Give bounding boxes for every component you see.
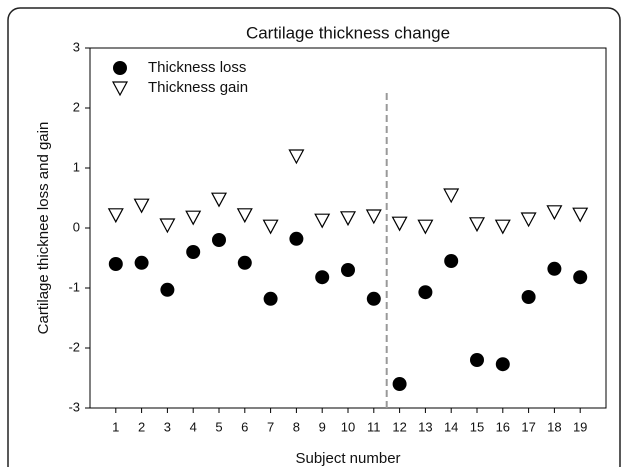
point xyxy=(418,285,433,300)
y-tick-label: -3 xyxy=(68,399,80,414)
point xyxy=(133,198,150,214)
point xyxy=(494,219,511,235)
x-tick-label: 8 xyxy=(293,419,300,434)
chart-title: Cartilage thickness change xyxy=(246,23,450,42)
x-tick-label: 17 xyxy=(521,419,535,434)
point xyxy=(289,231,304,246)
point xyxy=(210,192,228,208)
x-tick-label: 9 xyxy=(319,419,326,434)
point xyxy=(314,213,331,229)
point xyxy=(236,208,253,224)
point xyxy=(366,291,381,306)
point xyxy=(392,377,407,391)
y-tick-label: 0 xyxy=(73,219,80,234)
point xyxy=(547,261,562,276)
x-tick-label: 6 xyxy=(241,419,248,434)
point xyxy=(339,211,357,227)
legend-marker xyxy=(113,61,127,75)
x-tick-label: 7 xyxy=(267,419,274,434)
point xyxy=(288,149,305,165)
x-tick-label: 2 xyxy=(138,419,145,434)
point xyxy=(572,207,589,223)
point xyxy=(468,217,486,233)
x-tick-label: 12 xyxy=(392,419,406,434)
point xyxy=(391,216,408,232)
x-tick-label: 1 xyxy=(112,419,119,434)
point xyxy=(160,282,175,297)
y-tick-label: 2 xyxy=(73,99,80,114)
x-axis-label: Subject number xyxy=(295,450,400,467)
x-tick-label: 15 xyxy=(470,419,484,434)
point xyxy=(444,254,459,268)
point xyxy=(495,357,510,372)
legend-marker xyxy=(111,81,129,97)
point xyxy=(237,255,252,270)
point xyxy=(315,270,330,285)
legend-label: Thickness loss xyxy=(148,59,246,76)
point xyxy=(573,270,588,285)
x-tick-label: 19 xyxy=(573,419,587,434)
legend-label: Thickness gain xyxy=(148,79,248,96)
point xyxy=(186,245,201,259)
point xyxy=(443,188,460,204)
point xyxy=(263,291,278,306)
frame xyxy=(7,7,621,467)
point xyxy=(417,219,434,235)
point xyxy=(341,263,355,277)
x-tick-label: 5 xyxy=(215,419,222,434)
point xyxy=(212,233,226,247)
y-tick-label: 3 xyxy=(73,39,80,54)
y-tick-label: 1 xyxy=(73,159,80,174)
point xyxy=(159,218,176,234)
point xyxy=(470,353,484,367)
x-tick-label: 14 xyxy=(444,419,458,434)
point xyxy=(365,209,382,225)
point xyxy=(520,212,537,228)
y-axis-label: Cartilage thicknee loss and gain xyxy=(35,122,52,335)
x-tick-label: 18 xyxy=(547,419,561,434)
x-tick-label: 16 xyxy=(496,419,510,434)
point xyxy=(185,210,202,226)
x-tick-label: 4 xyxy=(190,419,197,434)
point xyxy=(134,255,149,270)
point xyxy=(546,205,563,221)
x-tick-label: 10 xyxy=(341,419,355,434)
point xyxy=(262,219,279,235)
point xyxy=(521,290,536,304)
point xyxy=(108,257,123,271)
x-tick-label: 3 xyxy=(164,419,171,434)
x-tick-label: 13 xyxy=(418,419,432,434)
y-tick-label: -1 xyxy=(68,279,80,294)
point xyxy=(107,208,124,224)
x-tick-label: 11 xyxy=(367,419,381,434)
y-tick-label: -2 xyxy=(68,339,80,354)
